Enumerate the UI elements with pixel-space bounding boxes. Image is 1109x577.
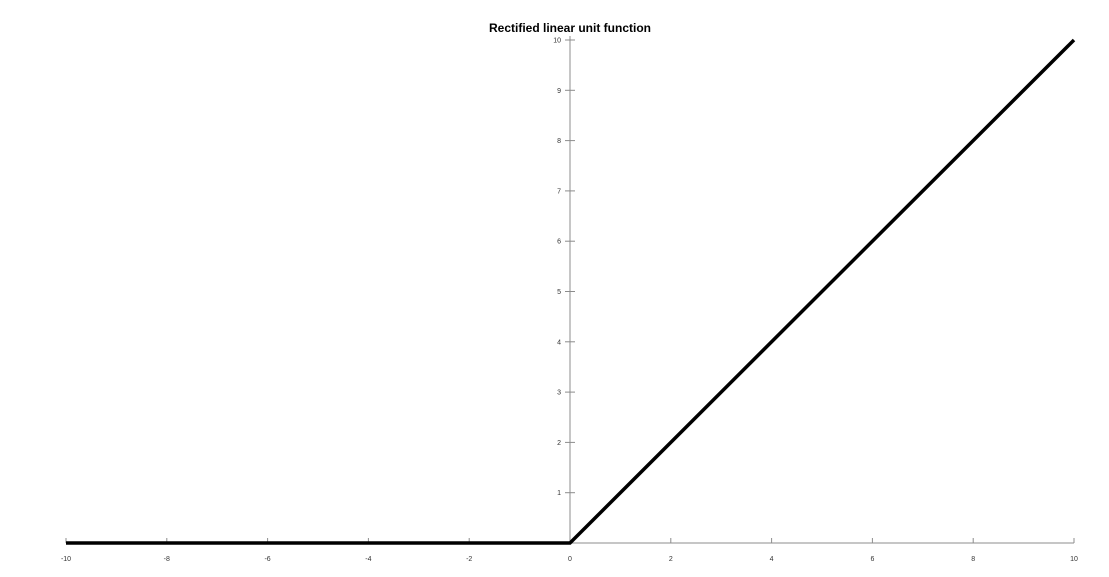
relu-series-line — [66, 38, 1076, 545]
x-tick-label: -4 — [365, 556, 371, 563]
x-tick-label: 6 — [870, 556, 874, 563]
x-tick-label: -6 — [264, 556, 270, 563]
chart-title: Rectified linear unit function — [489, 21, 651, 35]
x-tick-label: 10 — [1070, 556, 1078, 563]
y-tick-label: 9 — [557, 88, 561, 95]
series-layer — [66, 38, 1076, 545]
y-tick-label: 8 — [557, 138, 561, 145]
x-tick-label: 8 — [971, 556, 975, 563]
x-tick-label: -2 — [466, 556, 472, 563]
x-tick-label: -10 — [61, 556, 71, 563]
x-tick-label: 4 — [770, 556, 774, 563]
y-tick-label: 7 — [557, 188, 561, 195]
y-tick-label: 1 — [557, 490, 561, 497]
y-tick-label: 6 — [557, 239, 561, 246]
x-tick-label: 0 — [568, 556, 572, 563]
x-tick-label: -8 — [164, 556, 170, 563]
x-tick-label: 2 — [669, 556, 673, 563]
y-tick-label: 5 — [557, 289, 561, 296]
y-tick-label: 3 — [557, 390, 561, 397]
y-tick-label: 10 — [553, 38, 561, 45]
y-tick-label: 4 — [557, 339, 561, 346]
y-tick-label: 2 — [557, 440, 561, 447]
